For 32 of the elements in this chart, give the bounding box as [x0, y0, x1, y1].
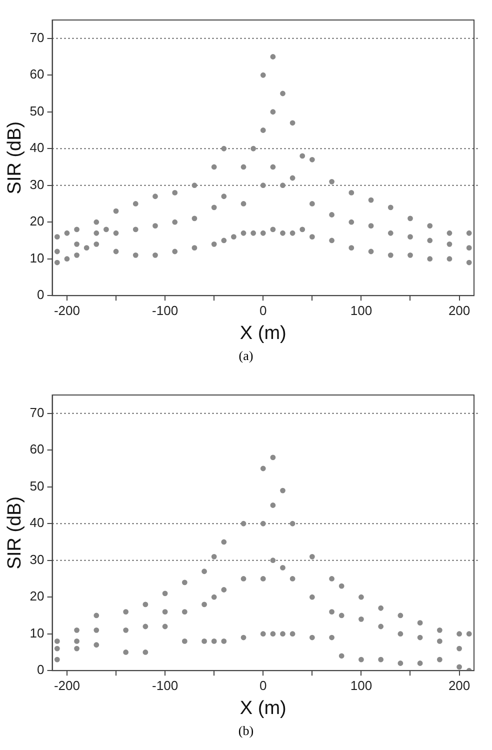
y-tick-label: 10 [30, 625, 44, 640]
text: (b) [237, 722, 255, 740]
y-tick-label: 40 [30, 515, 44, 530]
y-tick-label: 20 [30, 214, 44, 229]
x-tick-label: 0 [260, 678, 267, 693]
y-tick-label: 50 [30, 103, 44, 118]
y-tick-label: 40 [30, 140, 44, 156]
y-tick-label: 30 [30, 176, 44, 192]
y-tick-label: 70 [30, 30, 44, 45]
x-axis-title: X (m) [240, 322, 286, 344]
x-tick-label: 200 [448, 678, 470, 693]
y-tick-label: 20 [30, 588, 44, 604]
y-tick-label: 70 [30, 404, 44, 420]
x-axis-title: X (m) [240, 698, 286, 719]
y-axis-title: SIR (dB) [4, 121, 26, 194]
x-tick-label: 100 [350, 678, 372, 693]
x-tick-label: -200 [54, 302, 80, 318]
y-tick-label: 30 [30, 552, 44, 567]
text: (a) [238, 347, 254, 365]
x-tick-label: 200 [448, 302, 470, 318]
y-tick-label: 0 [37, 287, 44, 302]
y-tick-label: 60 [30, 66, 44, 82]
x-tick-label: -200 [54, 678, 80, 693]
y-tick-label: 10 [30, 250, 44, 266]
x-tick-label: 100 [350, 302, 372, 318]
x-tick-label: -100 [152, 678, 178, 693]
y-axis-title: SIR (dB) [4, 496, 26, 570]
x-tick-label: 0 [260, 302, 267, 318]
y-tick-label: 50 [30, 478, 44, 494]
x-tick-label: -100 [152, 302, 178, 318]
y-tick-label: 60 [30, 442, 44, 457]
y-tick-label: 0 [37, 662, 44, 678]
